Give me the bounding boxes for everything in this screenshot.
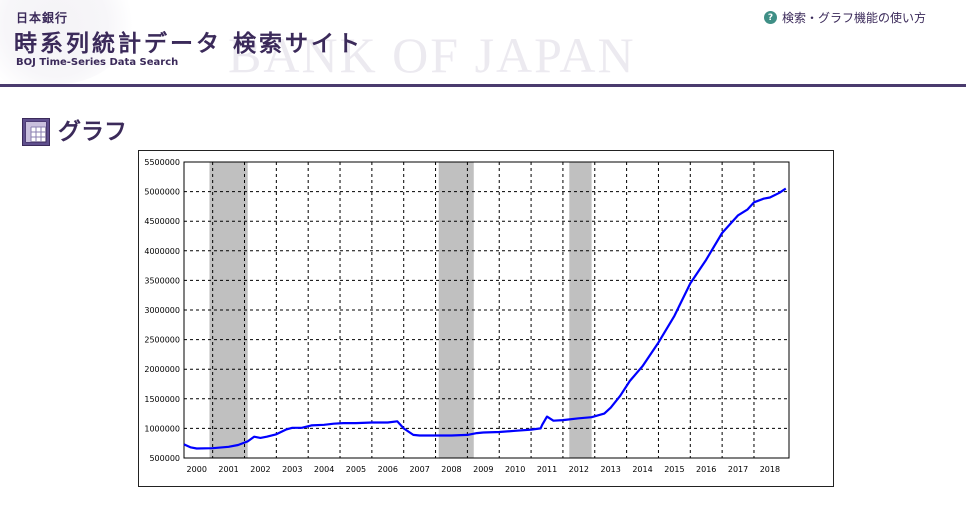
x-tick-label: 2004 (314, 465, 334, 474)
y-tick-label: 3500000 (144, 276, 180, 285)
x-tick-label: 2014 (632, 465, 652, 474)
x-tick-label: 2013 (601, 465, 621, 474)
y-tick-label: 1500000 (144, 395, 180, 404)
bank-of-japan-watermark: BANK OF JAPAN (228, 27, 636, 83)
chart-frame: 500000 1000000 1500000 2000000 2500000 300000… (138, 150, 834, 487)
x-tick-label: 2015 (664, 465, 684, 474)
x-tick-label: 2016 (696, 465, 716, 474)
line-chart: 500000 1000000 1500000 2000000 2500000 300000… (144, 158, 790, 474)
y-tick-label: 4500000 (144, 217, 180, 226)
question-icon: ? (764, 11, 777, 24)
y-tick-label: 2000000 (144, 365, 180, 374)
x-tick-label: 2012 (569, 465, 589, 474)
x-tick-label: 2008 (441, 465, 461, 474)
y-tick-label: 500000 (149, 454, 180, 463)
plot-border (183, 161, 790, 459)
x-tick-label: 2009 (473, 465, 493, 474)
x-tick-label: 2007 (409, 465, 429, 474)
x-tick-label: 2011 (537, 465, 557, 474)
section-title: グラフ (58, 119, 127, 145)
site-header: BANK OF JAPAN 日本銀行 時系列統計データ 検索サイト BOJ Ti… (0, 0, 966, 86)
x-tick-label: 2003 (282, 465, 302, 474)
x-tick-label: 2017 (728, 465, 748, 474)
y-tick-label: 2500000 (144, 336, 180, 345)
x-tick-label: 2002 (250, 465, 270, 474)
header-divider (0, 84, 966, 87)
y-tick-label: 4000000 (144, 247, 180, 256)
x-tick-label: 2000 (187, 465, 207, 474)
y-tick-label: 5000000 (144, 188, 180, 197)
site-title[interactable]: 時系列統計データ 検索サイト (14, 31, 364, 57)
x-tick-label: 2006 (378, 465, 398, 474)
graph-icon (22, 118, 50, 146)
series-line (183, 187, 787, 450)
help-link[interactable]: ? 検索・グラフ機能の使い方 (764, 9, 926, 26)
y-tick-label: 1000000 (144, 424, 180, 433)
x-tick-label: 2001 (218, 465, 238, 474)
x-tick-label: 2005 (346, 465, 366, 474)
site-subtitle: BOJ Time-Series Data Search (16, 57, 179, 68)
y-tick-label: 3000000 (144, 306, 180, 315)
y-tick-label: 5500000 (144, 158, 180, 167)
help-link-label[interactable]: 検索・グラフ機能の使い方 (782, 11, 927, 25)
x-tick-label: 2018 (760, 465, 780, 474)
x-tick-label: 2010 (505, 465, 525, 474)
bank-name[interactable]: 日本銀行 (16, 11, 69, 25)
